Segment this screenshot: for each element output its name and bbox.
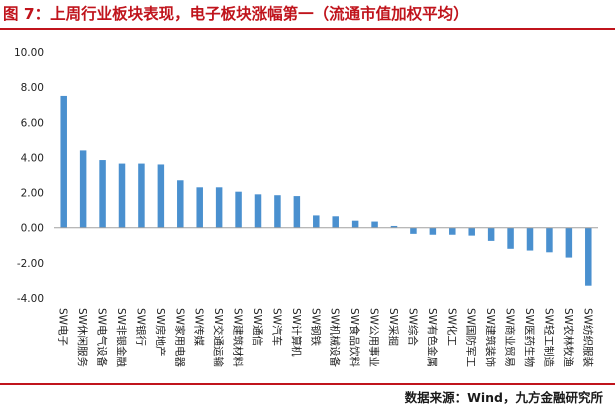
y-tick-label: 2.00 xyxy=(21,188,44,200)
bar xyxy=(274,195,281,228)
category-label: SW公用事业 xyxy=(368,308,381,367)
bar xyxy=(507,227,514,249)
bar xyxy=(487,227,495,241)
bar xyxy=(157,164,165,228)
category-label: SW计算机 xyxy=(290,308,303,357)
y-tick-label: 10.00 xyxy=(14,47,44,59)
category-label: SW电子 xyxy=(57,308,70,346)
bar xyxy=(468,227,475,236)
bar xyxy=(410,227,417,234)
bar xyxy=(585,227,592,286)
category-label: SW农林牧渔 xyxy=(562,308,575,367)
category-label: SW采掘 xyxy=(387,308,400,346)
source-rule xyxy=(0,383,615,385)
category-label: SW房地产 xyxy=(154,308,167,357)
category-label: SW国防军工 xyxy=(465,308,478,367)
bar xyxy=(79,150,87,228)
y-tick-label: -4.00 xyxy=(17,293,44,305)
bar xyxy=(293,196,301,228)
bar xyxy=(332,216,339,228)
category-label: SW综合 xyxy=(406,308,419,347)
category-labels: SW电子 SW休闲服务 SW电气设备 SW非银金融 SW银行 SW房地产 SW家用电器 SW传… xyxy=(57,308,595,368)
category-label: SW休闲服务 xyxy=(76,308,89,368)
bar xyxy=(99,160,106,228)
category-label: SW建筑装饰 xyxy=(484,308,497,367)
category-label: SW机械设备 xyxy=(329,308,342,368)
category-label: SW商业贸易 xyxy=(504,308,517,367)
bar xyxy=(138,163,145,228)
category-label: SW汽车 xyxy=(270,308,283,346)
bar-series xyxy=(60,95,592,286)
bar xyxy=(526,227,534,251)
bar xyxy=(254,194,262,228)
category-label: SW建筑材料 xyxy=(232,308,245,368)
y-axis: 10.00 8.00 6.00 4.00 2.00 0.00 -2.00 -4.00 xyxy=(14,47,44,305)
bar xyxy=(235,191,242,228)
bar-chart: 10.00 8.00 6.00 4.00 2.00 0.00 -2.00 -4.00 SW电子… xyxy=(14,47,598,368)
bar xyxy=(313,215,320,228)
category-label: SW有色金属 xyxy=(426,308,439,367)
category-label: SW电气设备 xyxy=(96,308,109,368)
bar xyxy=(60,95,67,228)
bar xyxy=(177,180,184,228)
category-label: SW通信 xyxy=(251,308,263,346)
category-label: SW家用电器 xyxy=(173,308,186,368)
bar xyxy=(215,187,223,228)
bar xyxy=(196,187,203,228)
bar xyxy=(565,227,573,258)
y-tick-label: 4.00 xyxy=(21,152,44,164)
bar xyxy=(429,227,437,235)
y-tick-label: 8.00 xyxy=(21,82,44,94)
category-label: SW交通运输 xyxy=(212,308,225,368)
bar xyxy=(371,221,378,228)
category-label: SW钢铁 xyxy=(309,308,322,347)
category-label: SW医药生物 xyxy=(523,308,536,367)
source-note: 数据来源：Wind，九方金融研究所 xyxy=(404,390,603,405)
category-label: SW非银金融 xyxy=(115,308,128,368)
y-tick-label: 0.00 xyxy=(21,223,44,235)
y-tick-label: -2.00 xyxy=(17,258,44,270)
y-tick-label: 6.00 xyxy=(21,117,44,129)
category-label: SW传媒 xyxy=(193,308,206,347)
bar xyxy=(390,225,398,228)
category-label: SW化工 xyxy=(445,308,458,346)
chart-title: 图 7：上周行业板块表现，电子板块涨幅第一（流通市值加权平均） xyxy=(3,5,469,23)
bar xyxy=(449,227,456,235)
bar xyxy=(351,220,359,228)
category-label: SW纺织服装 xyxy=(581,308,594,368)
category-label: SW银行 xyxy=(134,308,147,347)
bar xyxy=(546,227,553,253)
category-label: SW食品饮料 xyxy=(348,308,361,368)
bar xyxy=(118,163,126,228)
category-label: SW轻工制造 xyxy=(542,308,555,368)
title-rule xyxy=(0,28,615,30)
